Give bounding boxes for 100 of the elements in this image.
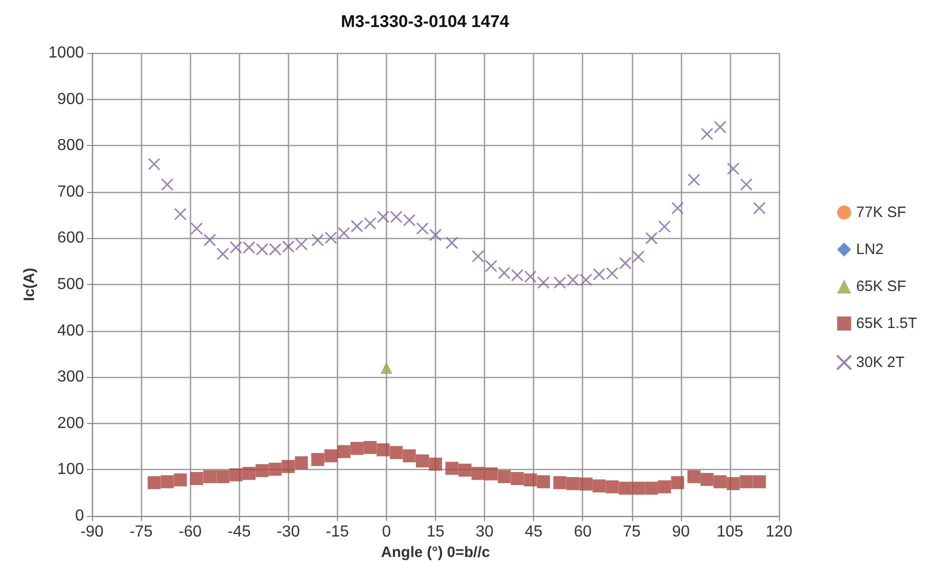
point [618, 482, 632, 495]
point [337, 445, 350, 458]
point [403, 214, 416, 226]
point [740, 475, 753, 488]
x-tick-label: 75 [622, 524, 641, 540]
y-axis-title: Ic(A) [21, 268, 38, 302]
x-tick-label: -15 [326, 524, 350, 540]
point [498, 266, 510, 280]
point [524, 473, 537, 486]
point [242, 241, 256, 254]
point [714, 475, 727, 488]
point [644, 482, 658, 495]
legend-label: 30K 2T [856, 354, 905, 371]
point [256, 243, 268, 256]
point [458, 464, 472, 477]
point [282, 460, 295, 473]
point [268, 243, 282, 256]
point [190, 222, 203, 235]
point [350, 442, 364, 455]
y-tick-label: 300 [57, 368, 84, 386]
point [364, 217, 376, 230]
point [472, 466, 485, 480]
y-tick-label: 1000 [48, 44, 84, 62]
point [294, 456, 308, 470]
legend-label: 65K SF [856, 278, 906, 295]
point [380, 362, 392, 374]
point [268, 462, 282, 476]
point [726, 477, 740, 490]
point [645, 232, 658, 244]
x-tick-label: 120 [766, 524, 792, 540]
point [364, 440, 377, 454]
point [174, 208, 187, 220]
y-tick-label: 200 [57, 414, 84, 432]
point [618, 256, 632, 270]
point [688, 174, 700, 186]
x-tick-label: 60 [574, 524, 592, 540]
point [160, 475, 174, 488]
point [700, 472, 714, 486]
y-tick-label: 500 [57, 276, 84, 293]
point [510, 472, 524, 485]
point [350, 220, 364, 232]
point [390, 210, 402, 224]
point [338, 226, 350, 240]
point [537, 276, 550, 289]
point [553, 476, 566, 490]
point [311, 234, 324, 246]
y-tick-label: 400 [57, 322, 84, 340]
point [632, 482, 645, 495]
x-tick-label: -75 [130, 524, 153, 540]
point [416, 222, 429, 235]
chart-title: M3-1330-3-0104 1474 [340, 12, 510, 31]
y-tick-label: 800 [57, 137, 84, 154]
point [566, 477, 580, 490]
point [203, 470, 216, 484]
point [148, 476, 161, 490]
point [580, 274, 592, 286]
x-tick-label: 15 [426, 524, 444, 540]
point [671, 202, 684, 214]
point [190, 472, 204, 485]
x-tick-label: 45 [524, 524, 543, 540]
x-tick-label: -90 [80, 524, 104, 540]
point [752, 475, 766, 488]
point [524, 270, 537, 283]
point [390, 446, 403, 460]
point [324, 231, 338, 244]
point [700, 128, 714, 140]
point [445, 462, 458, 475]
x-axis-title: Angle (°) 0=b//c [381, 544, 490, 561]
y-tick-label: 900 [57, 90, 84, 108]
point [714, 120, 726, 134]
point [753, 202, 766, 214]
point [216, 248, 230, 260]
point [324, 449, 338, 462]
point [484, 260, 498, 272]
point [566, 274, 580, 286]
point [687, 470, 700, 484]
x-tick-label: 90 [672, 524, 690, 540]
point [592, 479, 606, 492]
point [579, 478, 592, 491]
point [446, 236, 458, 250]
x-tick-label: 30 [476, 524, 494, 540]
point [174, 473, 187, 486]
point [256, 464, 269, 478]
point [376, 443, 390, 456]
legend-label: 77K SF [856, 204, 906, 221]
x-tick-label: -30 [276, 524, 300, 540]
point [311, 453, 324, 466]
point [376, 210, 390, 224]
point [511, 268, 524, 282]
point [402, 449, 416, 462]
point [216, 470, 230, 484]
point [740, 178, 753, 191]
point [726, 162, 740, 175]
point [484, 467, 498, 480]
point [632, 250, 645, 263]
y-tick-label: 600 [57, 230, 84, 247]
legend-label: 65K 1.5T [856, 315, 918, 332]
point [229, 468, 242, 482]
y-tick-label: 0 [75, 508, 84, 524]
point [472, 250, 484, 263]
